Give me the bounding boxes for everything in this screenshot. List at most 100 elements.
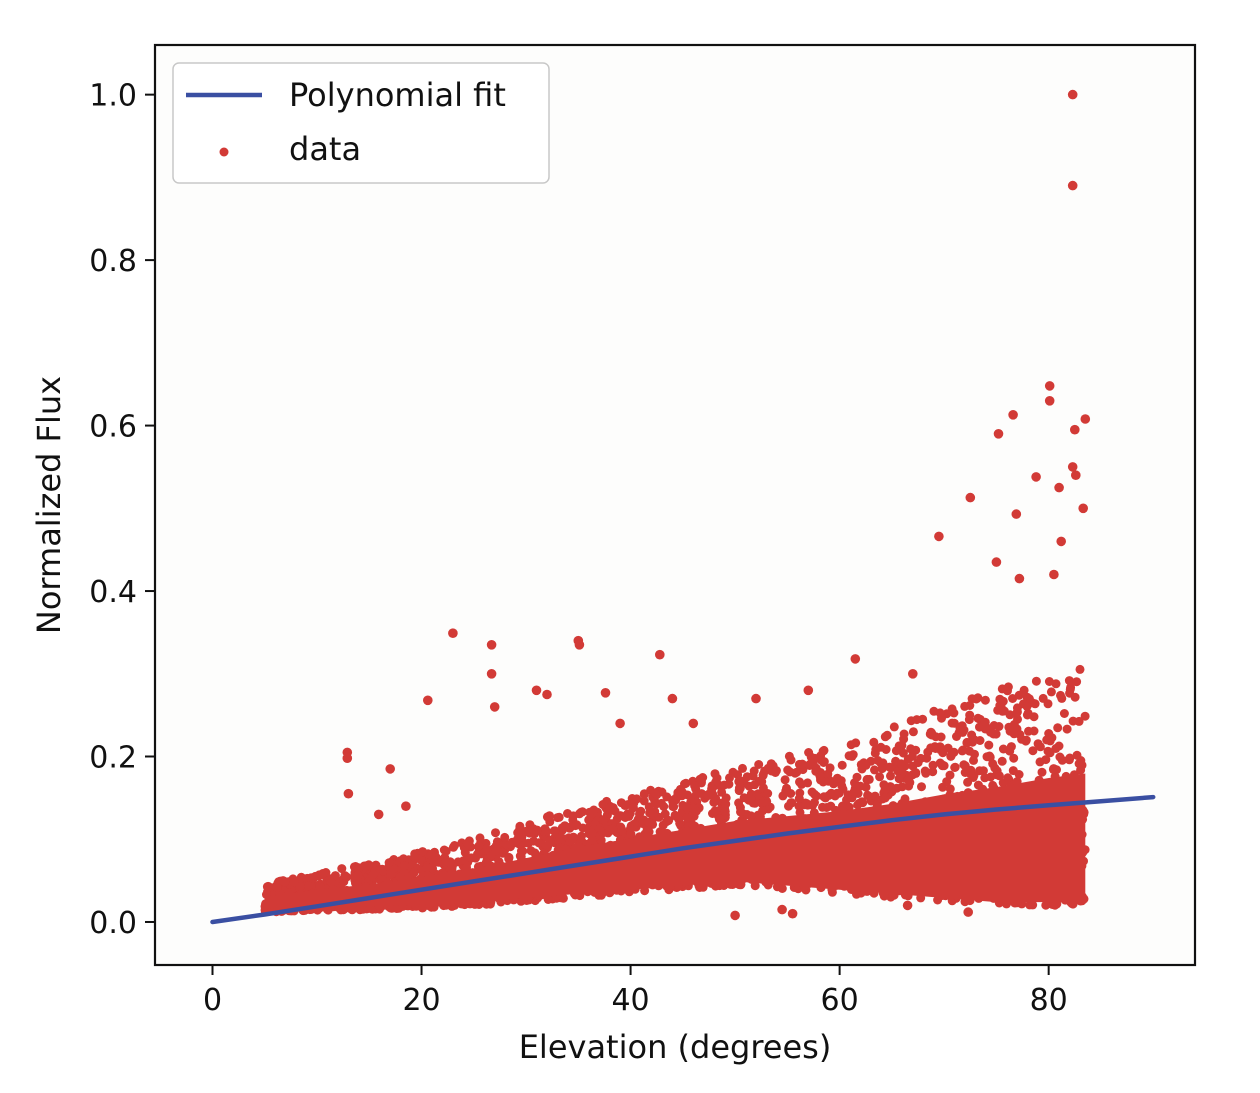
- outlier-point: [1067, 462, 1078, 472]
- data-point: [880, 785, 890, 794]
- data-point: [998, 744, 1008, 754]
- outlier-point: [991, 557, 1002, 567]
- data-point: [327, 877, 337, 887]
- outlier-point: [531, 685, 542, 696]
- y-tick-label: 1.0: [89, 79, 137, 114]
- data-point: [453, 857, 463, 867]
- outlier-point: [600, 688, 611, 698]
- outlier-point: [1044, 381, 1055, 391]
- outlier-point: [401, 801, 411, 811]
- data-point: [668, 801, 678, 811]
- data-point: [984, 740, 994, 750]
- data-point: [750, 881, 760, 891]
- data-point: [720, 806, 730, 816]
- data-point: [639, 796, 649, 806]
- outlier-point: [777, 904, 787, 915]
- data-point: [1076, 756, 1086, 765]
- data-point: [728, 880, 738, 889]
- data-point: [837, 781, 847, 791]
- data-point: [763, 789, 773, 798]
- data-point: [927, 728, 937, 738]
- legend-fit-label: Polynomial fit: [289, 76, 506, 114]
- y-tick-label: 0.8: [89, 244, 137, 279]
- data-point: [506, 840, 516, 849]
- data-point: [353, 870, 363, 880]
- data-point: [262, 882, 272, 892]
- data-point: [964, 746, 974, 756]
- data-point: [683, 790, 693, 800]
- x-axis-label: Elevation (degrees): [519, 1028, 832, 1066]
- data-point: [1066, 682, 1076, 692]
- data-point: [318, 869, 328, 878]
- data-point: [980, 717, 990, 727]
- data-point: [792, 767, 802, 777]
- data-density-core: [264, 773, 1086, 909]
- data-point: [904, 781, 914, 791]
- data-point: [997, 756, 1007, 766]
- data-point: [566, 822, 576, 832]
- data-point: [598, 800, 608, 809]
- data-point: [929, 706, 939, 716]
- data-point: [862, 774, 872, 784]
- data-point: [907, 751, 917, 761]
- data-point: [491, 828, 500, 838]
- y-tick-label: 0.4: [89, 575, 137, 610]
- data-point: [921, 768, 931, 778]
- data-point: [1022, 702, 1032, 711]
- data-point: [819, 792, 829, 802]
- data-point: [409, 852, 419, 862]
- data-point: [554, 812, 564, 822]
- data-point: [852, 772, 862, 782]
- data-point: [1024, 726, 1033, 736]
- data-point: [739, 793, 749, 803]
- data-point: [870, 765, 879, 775]
- data-point: [386, 869, 396, 879]
- data-point: [962, 737, 972, 747]
- outlier-point: [1071, 470, 1081, 481]
- data-point: [1043, 699, 1053, 709]
- data-point: [998, 696, 1008, 706]
- data-point: [644, 817, 653, 827]
- data-point: [997, 684, 1007, 694]
- outlier-point: [787, 908, 798, 919]
- data-point: [384, 858, 394, 868]
- data-point: [832, 788, 842, 798]
- polynomial-fit-line: [210, 794, 1156, 925]
- data-point: [893, 766, 903, 776]
- data-point: [736, 880, 746, 889]
- data-point: [1014, 770, 1024, 779]
- data-point: [1009, 724, 1019, 734]
- data-point: [1051, 744, 1061, 753]
- data-point: [481, 858, 491, 868]
- data-point: [400, 861, 409, 871]
- data-point: [448, 842, 458, 852]
- data-point: [780, 775, 790, 785]
- data-point: [639, 789, 649, 799]
- data-point: [949, 718, 959, 728]
- data-point: [1003, 773, 1013, 783]
- data-point: [441, 858, 451, 867]
- data-point: [1051, 679, 1061, 689]
- data-point: [272, 882, 282, 892]
- outlier-point: [730, 910, 740, 921]
- data-point: [607, 824, 617, 834]
- outlier-point: [1031, 472, 1041, 482]
- data-point: [928, 760, 938, 770]
- data-point: [963, 777, 973, 787]
- data-point: [1064, 755, 1074, 765]
- data-point: [1075, 664, 1085, 674]
- legend-data-swatch: [219, 147, 229, 157]
- data-point: [803, 778, 813, 788]
- outlier-point: [1056, 536, 1066, 547]
- data-point: [689, 803, 699, 813]
- data-point: [942, 777, 952, 787]
- outlier-point: [902, 900, 913, 911]
- data-point: [698, 882, 708, 892]
- outlier-point: [1078, 503, 1088, 514]
- data-point: [1057, 755, 1067, 765]
- legend-box: [172, 62, 550, 184]
- data-point: [898, 748, 908, 758]
- legend-data-label: data: [289, 130, 361, 168]
- data-point: [439, 845, 449, 855]
